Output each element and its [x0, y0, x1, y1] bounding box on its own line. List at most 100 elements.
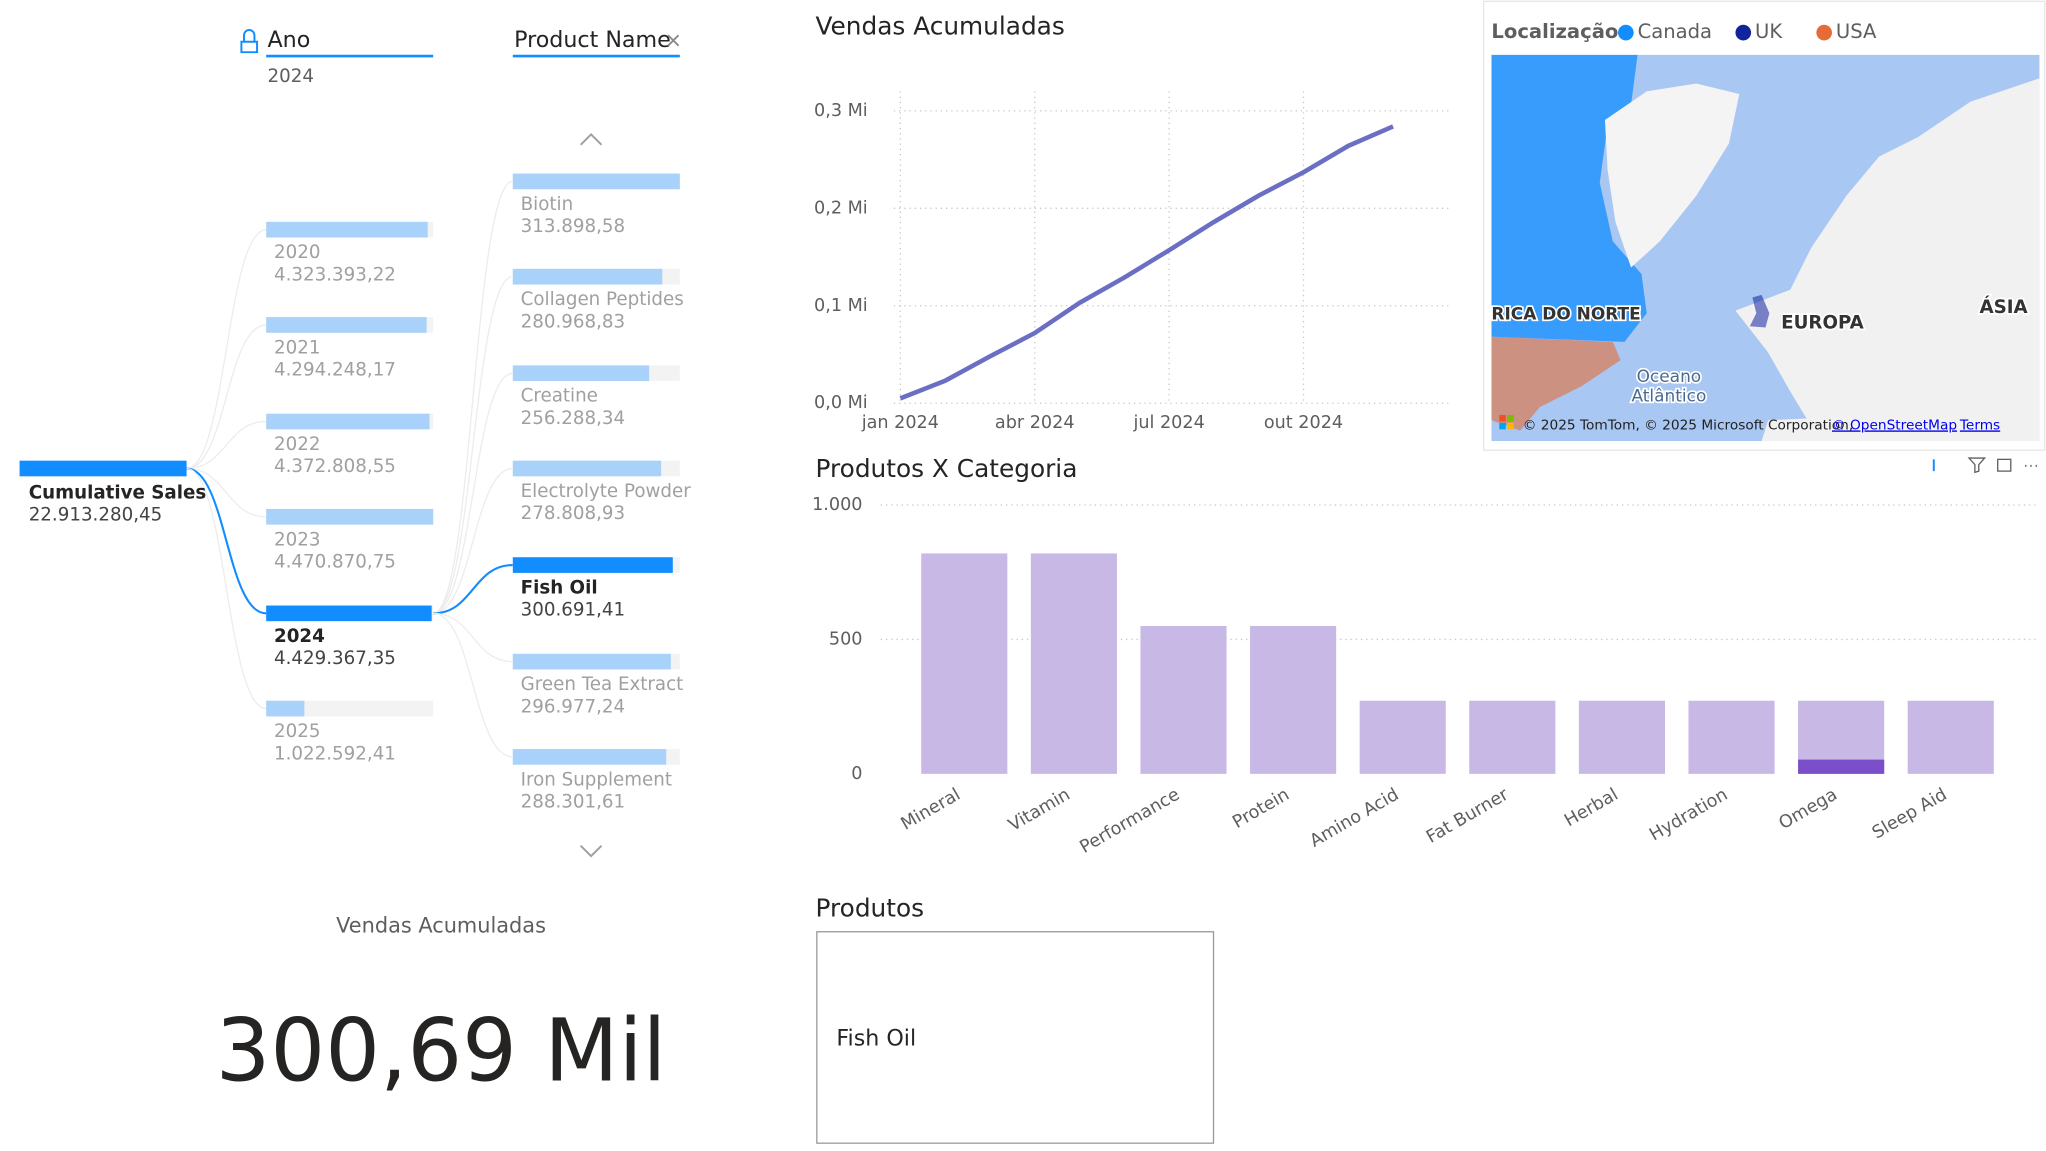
node-value: 313.898,58 [521, 216, 625, 237]
chart-title: Vendas Acumuladas [816, 11, 1065, 40]
close-icon[interactable] [667, 34, 680, 47]
filter-label: Product Name [514, 27, 671, 53]
map-attribution-link[interactable]: © OpenStreetMap [1832, 417, 1957, 433]
y-tick-label: 0,1 Mi [814, 296, 868, 316]
region-uk[interactable] [1749, 294, 1770, 328]
visual-header-icons [1932, 457, 2037, 474]
chart-title: Produtos X Categoria [816, 454, 1078, 483]
tree-bar [512, 557, 673, 573]
x-tick-label: Amino Acid [1307, 785, 1403, 852]
tree-bar [512, 365, 650, 382]
filter-year[interactable]: Ano 2024 [240, 27, 434, 87]
connector [186, 229, 267, 470]
connector [186, 467, 267, 710]
node-label: Biotin [521, 194, 574, 215]
line-series [899, 124, 1394, 401]
node-value: 278.808,93 [521, 503, 625, 524]
x-tick-label: jan 2024 [861, 413, 939, 433]
legend-swatch [1735, 24, 1752, 41]
map-terms-link[interactable]: Terms [1959, 417, 2000, 433]
node-label: Iron Supplement [521, 769, 672, 790]
card-label: Vendas Acumuladas [336, 914, 546, 938]
x-tick-label: Vitamin [1005, 785, 1073, 836]
y-tick-label: 0,2 Mi [814, 198, 868, 218]
node-label: 2024 [274, 626, 325, 647]
bar[interactable] [1688, 700, 1775, 774]
region-canada[interactable] [1491, 54, 1647, 342]
y-tick-label: 0 [851, 764, 862, 784]
tree-bar [266, 413, 430, 430]
connector [186, 420, 267, 470]
products-item[interactable]: Fish Oil [836, 1025, 916, 1051]
bar[interactable] [1469, 700, 1556, 774]
filter-product[interactable]: Product Name [512, 27, 680, 58]
node-label: Electrolyte Powder [521, 481, 692, 502]
x-tick-label: Mineral [898, 785, 964, 835]
bar-highlight[interactable] [1798, 759, 1885, 774]
tree-bar [512, 173, 680, 190]
tree-bar [266, 221, 428, 238]
map-visual: Localização Canada UK USA RICA DO NORTE EUR… [1482, 0, 2046, 451]
region-usa[interactable] [1491, 336, 1621, 431]
node-value: 4.294.248,17 [274, 360, 396, 381]
tree-bar [266, 508, 434, 525]
legend-label[interactable]: USA [1836, 20, 1877, 43]
node-label: 2025 [274, 721, 320, 742]
land-eurasia [1735, 78, 2040, 442]
map-legend: Canada UK USA [1618, 20, 1877, 43]
tree-bar [512, 653, 671, 670]
node-label: 2022 [274, 434, 320, 455]
bar[interactable] [1359, 700, 1446, 774]
node-value: 4.470.870,75 [274, 551, 396, 572]
card-value: 300,69 Mil [216, 1001, 667, 1101]
x-tick-label: Hydration [1646, 785, 1731, 846]
x-tick-label: Omega [1776, 785, 1841, 834]
tree-bar [266, 317, 427, 333]
connector [186, 467, 267, 615]
focus-icon[interactable] [1997, 458, 2012, 472]
tree-bar [266, 605, 432, 622]
legend-swatch [1816, 24, 1833, 41]
scroll-up[interactable] [579, 133, 603, 146]
node-value: 300.691,41 [521, 600, 625, 621]
bar[interactable] [1140, 626, 1227, 774]
bar[interactable] [1578, 700, 1665, 774]
scroll-down[interactable] [579, 844, 603, 858]
tree-bar [512, 749, 667, 765]
node-value: 256.288,34 [521, 408, 625, 429]
bar-track [266, 700, 434, 717]
bar[interactable] [921, 553, 1008, 774]
map-label: RICA DO NORTE [1491, 304, 1640, 324]
node-value: 22.913.280,45 [29, 504, 163, 525]
y-tick-label: 1.000 [812, 495, 862, 515]
filter-label: Ano [267, 27, 310, 53]
legend-label[interactable]: UK [1755, 20, 1783, 43]
node-label: Fish Oil [521, 578, 598, 599]
bar[interactable] [1907, 700, 1994, 774]
node-label: 2021 [274, 337, 320, 358]
bar[interactable] [1030, 553, 1117, 774]
x-tick-label: abr 2024 [995, 413, 1075, 433]
bar[interactable] [1250, 626, 1337, 774]
map-label: EUROPA [1781, 313, 1865, 334]
tree-bar [266, 700, 305, 717]
filter-icon[interactable] [1967, 457, 1987, 474]
y-tick-label: 0,0 Mi [814, 393, 868, 413]
legend-label[interactable]: Canada [1638, 20, 1712, 43]
y-tick-label: 500 [829, 629, 863, 649]
